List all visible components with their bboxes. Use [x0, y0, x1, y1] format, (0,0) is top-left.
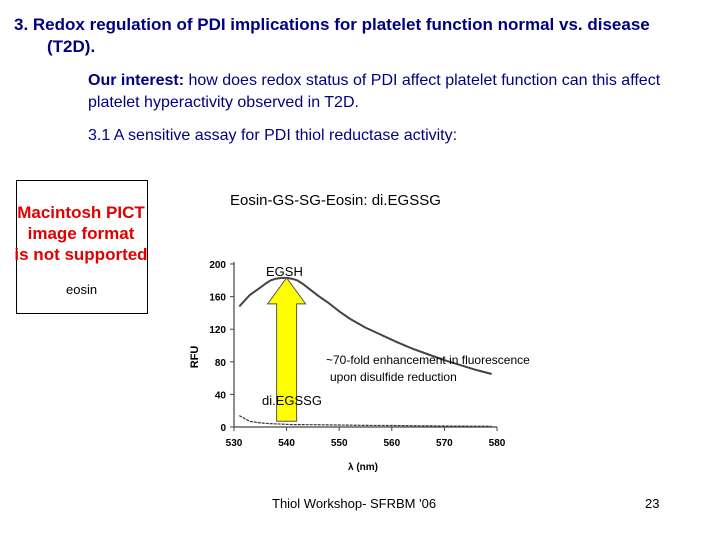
pict-placeholder-frame	[16, 180, 148, 314]
page-number: 23	[645, 496, 660, 511]
annotation-enhancement: ~70-fold enhancement in fluorescence	[326, 353, 530, 367]
assay-heading: 3.1 A sensitive assay for PDI thiol redu…	[88, 127, 458, 144]
y-tick-label: 40	[215, 390, 227, 401]
enhancement-arrow	[266, 277, 307, 422]
y-tick-label: 0	[220, 423, 226, 434]
interest-label: Our interest:	[88, 72, 185, 89]
y-tick-label: 160	[209, 293, 226, 304]
chart-axes: 0 40 80 120 160 200 530 540 550 560 570 580	[209, 260, 505, 449]
annotation-disulfide: upon disulfide reduction	[330, 370, 457, 384]
arrow-shape	[266, 277, 307, 422]
x-tick-label: 550	[331, 438, 348, 449]
x-tick-label: 530	[226, 438, 243, 449]
y-axis-label: RFU	[189, 346, 201, 369]
y-tick-label: 80	[215, 358, 227, 369]
slide-title-line1: 3. Redox regulation of PDI implications …	[14, 15, 650, 34]
y-tick-label: 200	[209, 260, 226, 271]
compound-label: Eosin-GS-SG-Eosin: di.EGSSG	[230, 192, 441, 209]
annotation-egsh: EGSH	[266, 264, 303, 279]
x-tick-label: 570	[436, 438, 453, 449]
x-tick-label: 560	[383, 438, 400, 449]
series-line-egsh	[238, 276, 492, 375]
x-axis-label: λ (nm)	[348, 462, 378, 473]
annotation-diegssg: di.EGSSG	[262, 393, 322, 408]
footer-text: Thiol Workshop- SFRBM '06	[272, 496, 437, 511]
pict-unsupported-message: Macintosh PICT image format is not suppo…	[10, 202, 152, 265]
x-tick-label: 540	[278, 438, 295, 449]
series-line-diegssg	[239, 415, 492, 427]
pict-message-line: image format	[27, 224, 135, 243]
y-tick-label: 120	[209, 325, 226, 336]
eosin-label: eosin	[66, 282, 98, 297]
slide-title: 3. Redox regulation of PDI implications …	[14, 14, 704, 58]
pict-message-line: is not supported	[14, 245, 148, 264]
interest-text: how does redox status of PDI affect plat…	[88, 72, 661, 111]
interest-paragraph: Our interest: how does redox status of P…	[88, 70, 698, 114]
pict-message-line: Macintosh PICT	[17, 203, 145, 222]
slide-title-line2: (T2D).	[47, 37, 96, 56]
x-tick-label: 580	[489, 438, 506, 449]
